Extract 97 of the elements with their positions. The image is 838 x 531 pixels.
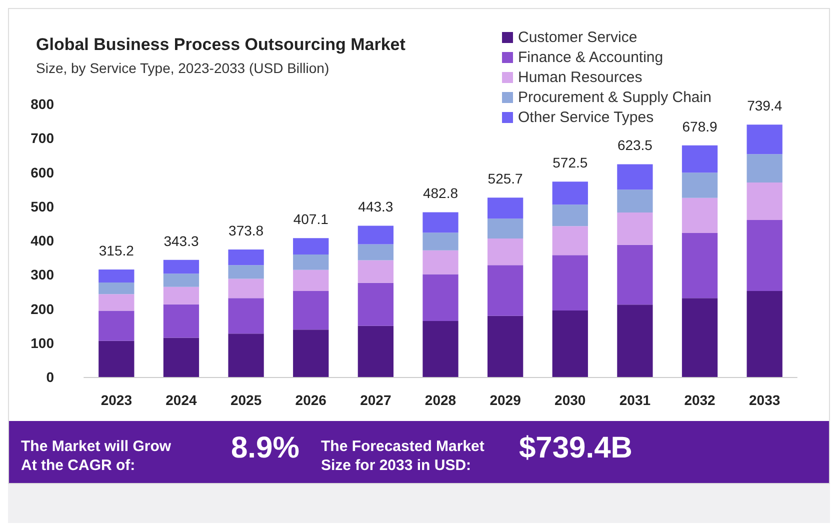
y-tick-label: 200 <box>30 300 54 317</box>
bar <box>487 198 524 219</box>
bar <box>228 265 264 279</box>
bar <box>358 282 394 326</box>
bar <box>228 298 264 334</box>
bar <box>746 291 782 377</box>
total-label: 572.5 <box>552 154 588 171</box>
bar <box>163 338 200 377</box>
total-label: 482.8 <box>422 185 458 202</box>
bar <box>293 291 329 330</box>
bar <box>98 282 134 294</box>
chart-subtitle: Size, by Service Type, 2023-2033 (USD Billion) <box>36 60 330 76</box>
bar <box>98 310 134 341</box>
x-tick-label: 2025 <box>230 392 262 408</box>
total-label: 739.4 <box>747 98 782 114</box>
bar <box>98 294 134 311</box>
bar <box>422 274 458 322</box>
y-tick-label: 500 <box>30 198 54 214</box>
y-tick-label: 800 <box>30 96 54 112</box>
bar <box>617 190 653 213</box>
bar <box>487 265 524 316</box>
x-tick-label: 2033 <box>749 392 780 408</box>
legend-label: Human Resources <box>518 69 642 86</box>
bar <box>98 269 134 282</box>
y-tick-label: 700 <box>30 130 54 146</box>
y-tick-label: 600 <box>30 164 54 180</box>
bar <box>746 124 782 154</box>
legend-label: Procurement & Supply Chain <box>518 89 712 106</box>
bar <box>422 321 458 377</box>
bar <box>552 226 588 256</box>
bar <box>228 334 264 377</box>
total-label: 315.2 <box>98 242 134 258</box>
y-tick-label: 400 <box>30 232 54 248</box>
bar <box>617 244 653 305</box>
y-tick-label: 0 <box>46 369 54 385</box>
bar <box>163 274 200 287</box>
bar <box>422 212 458 233</box>
bar <box>552 182 588 205</box>
bar <box>487 218 524 238</box>
x-tick-label: 2029 <box>490 392 522 408</box>
bar <box>552 255 588 310</box>
x-tick-label: 2023 <box>100 392 132 408</box>
bar <box>552 204 588 226</box>
bar <box>487 238 524 266</box>
text: The Market will Grow At the CAGR of: <box>21 438 172 474</box>
bar <box>358 244 394 260</box>
bar <box>746 220 782 292</box>
bar <box>617 212 653 245</box>
bar <box>617 304 653 377</box>
bar <box>682 298 718 377</box>
bar <box>163 260 200 274</box>
bar <box>358 326 394 377</box>
bar <box>682 145 718 173</box>
text: The Forecasted Market Size for 2033 in USD: <box>321 438 484 474</box>
total-label: 525.7 <box>488 170 524 187</box>
chart-title: Global Business Process Outsourcing Market <box>36 35 406 54</box>
bar <box>682 198 718 233</box>
text: $739.4B <box>519 432 632 464</box>
x-tick-label: 2024 <box>166 392 198 408</box>
bar <box>98 340 134 377</box>
bar <box>682 172 718 198</box>
total-label: 373.8 <box>228 222 264 238</box>
total-label: 407.1 <box>293 211 329 228</box>
x-tick-label: 2026 <box>295 392 327 408</box>
bar <box>422 250 458 274</box>
bar <box>163 286 200 304</box>
total-label: 678.9 <box>682 118 718 134</box>
bar <box>293 254 329 270</box>
legend-label: Customer Service <box>518 29 638 46</box>
legend-label: Finance & Accounting <box>518 49 664 66</box>
x-tick-label: 2032 <box>684 392 716 408</box>
x-tick-label: 2031 <box>619 392 651 408</box>
y-tick-label: 300 <box>30 266 54 283</box>
x-tick-label: 2030 <box>554 392 586 408</box>
text: 8.9% <box>231 432 300 464</box>
bar <box>293 330 329 377</box>
x-tick-label: 2028 <box>424 392 456 408</box>
y-tick-label: 100 <box>30 334 54 351</box>
bar <box>682 232 718 298</box>
bar <box>358 226 394 244</box>
total-label: 343.3 <box>164 232 199 249</box>
bar <box>617 164 653 190</box>
bar <box>422 232 458 250</box>
x-tick-label: 2027 <box>360 392 392 408</box>
bar <box>487 316 524 377</box>
total-label: 443.3 <box>358 198 394 215</box>
bar <box>163 304 200 338</box>
bar <box>293 238 329 254</box>
bar <box>228 278 264 298</box>
legend-label: Other Service Types <box>518 109 654 126</box>
bar <box>293 270 329 292</box>
bar <box>552 310 588 377</box>
total-label: 623.5 <box>617 137 653 154</box>
bar <box>746 154 782 182</box>
bar <box>358 260 394 283</box>
bar <box>746 182 782 220</box>
bar <box>228 249 264 266</box>
